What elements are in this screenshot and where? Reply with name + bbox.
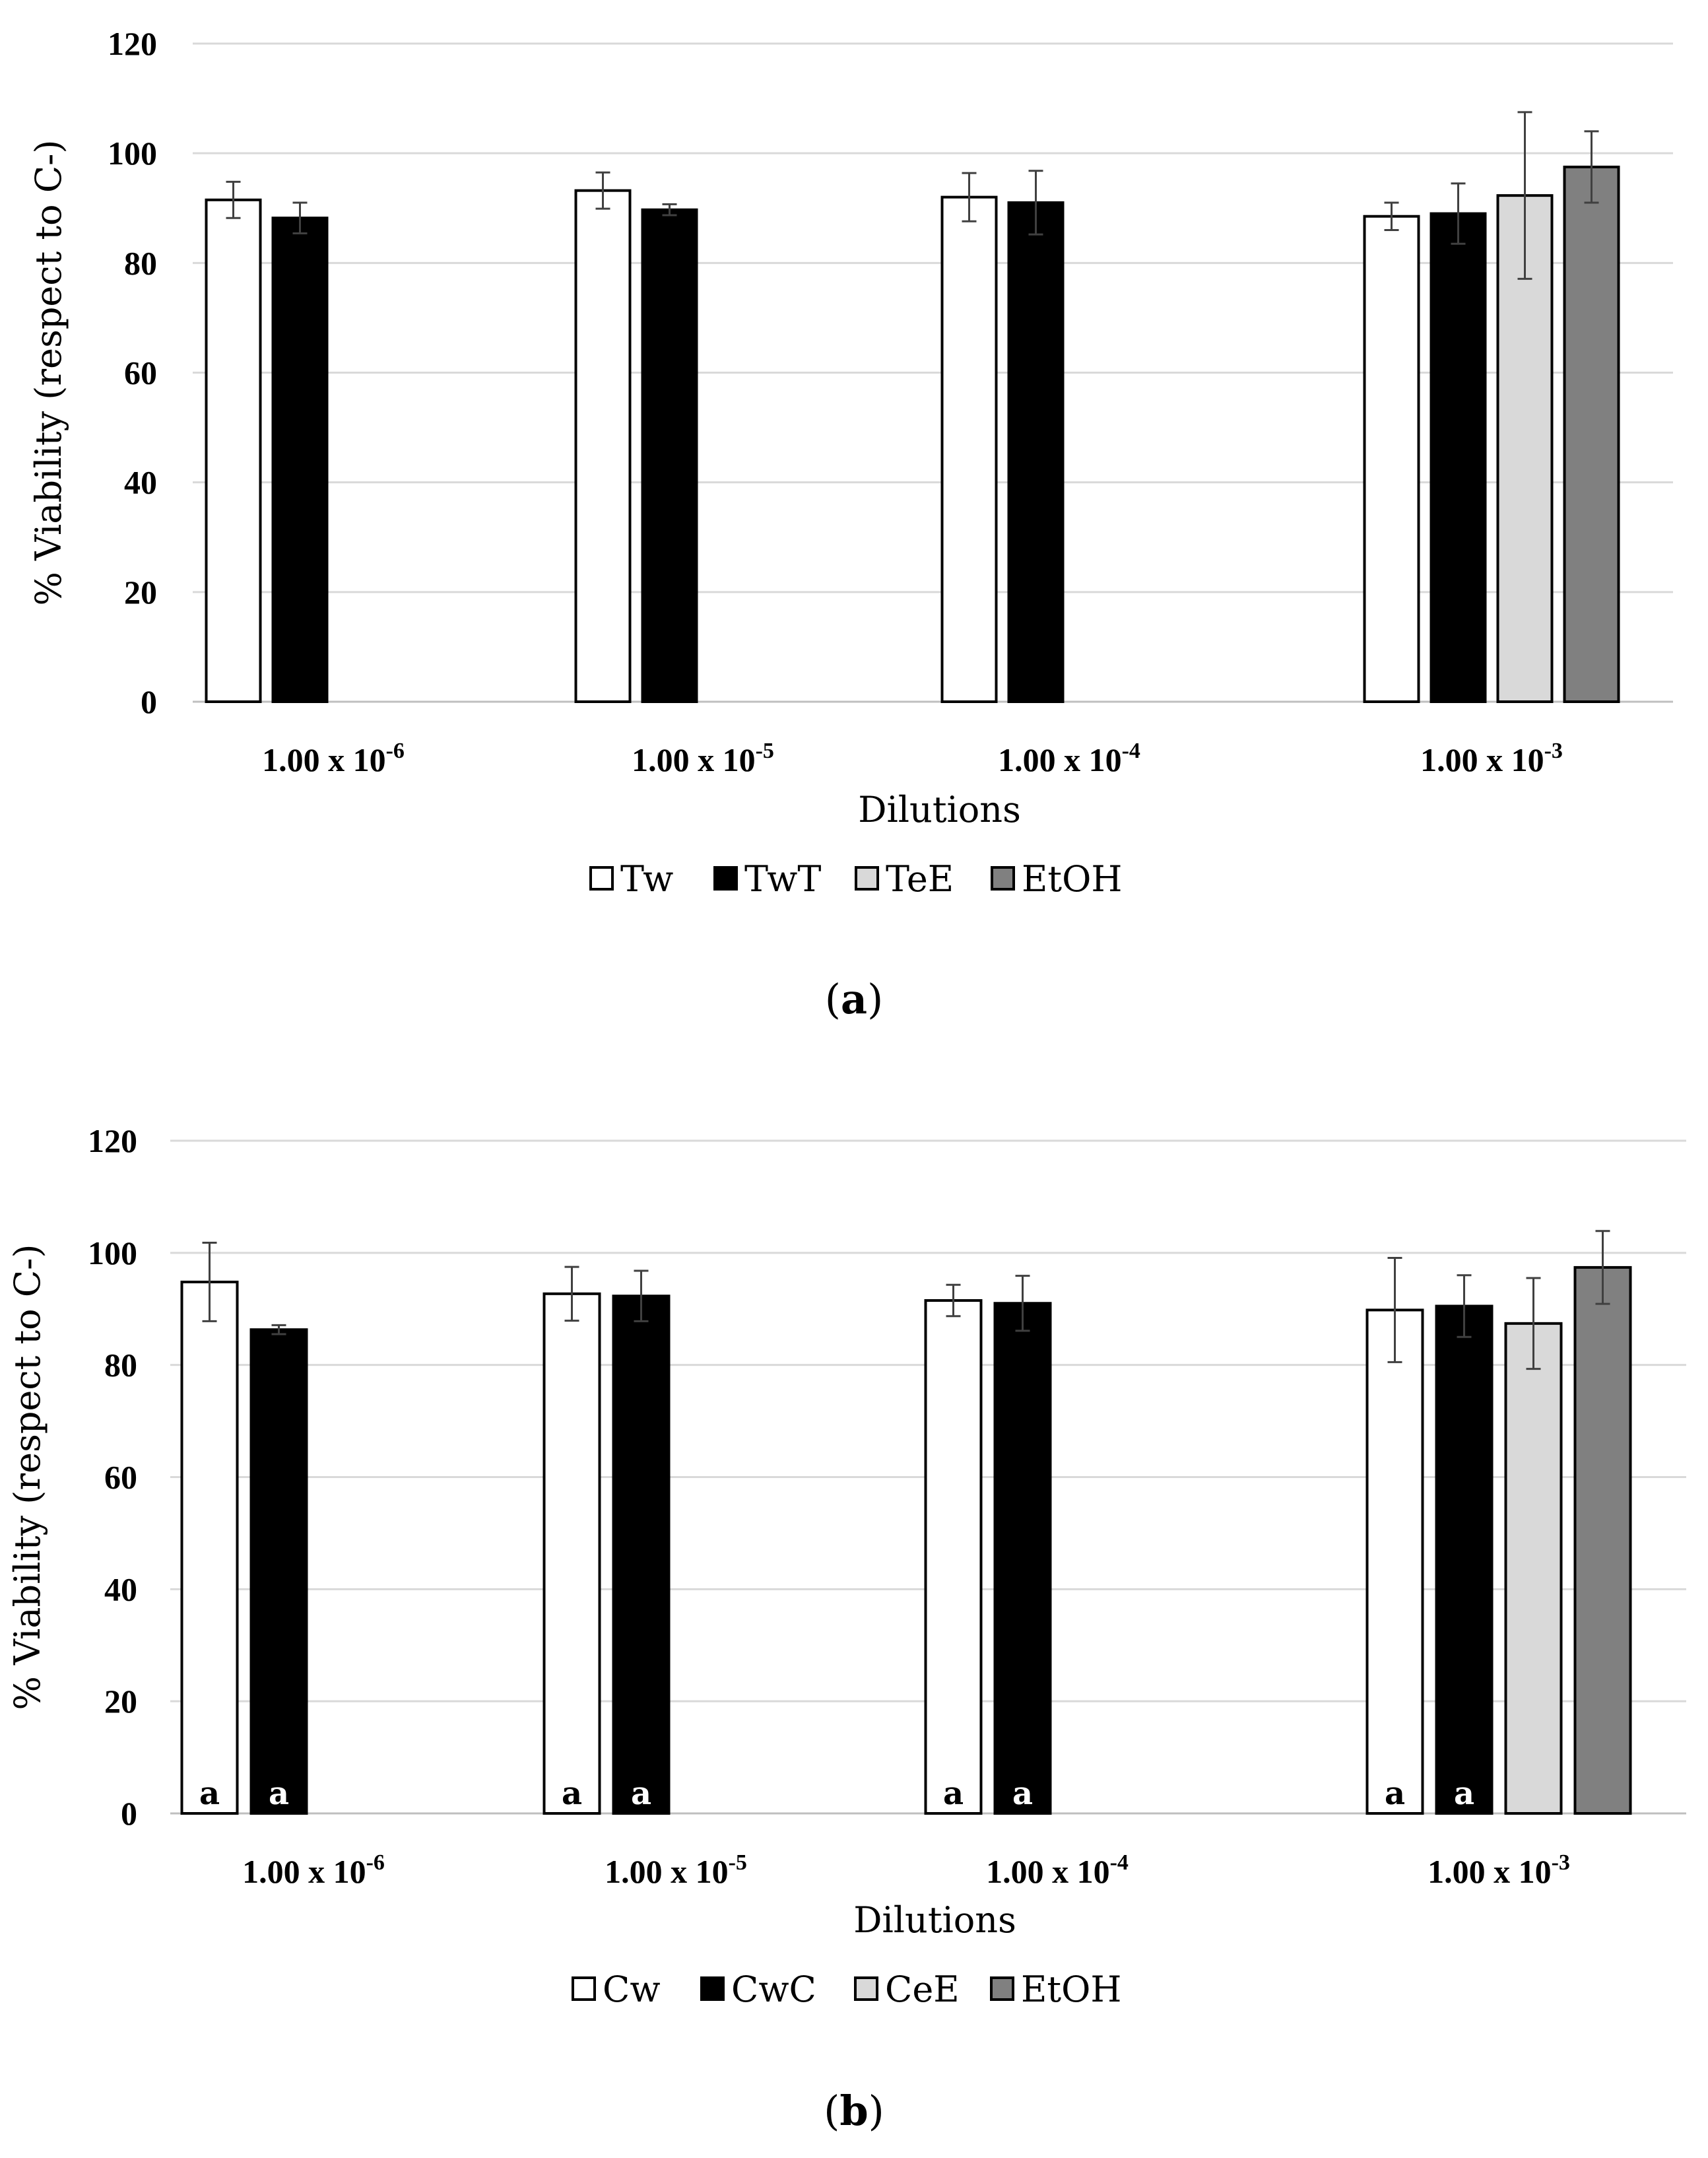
x-tick-label: 1.00 x 10-3 — [1420, 739, 1563, 778]
y-tick-label: 0 — [141, 683, 157, 720]
legend-label-twt: TwT — [744, 858, 821, 900]
bar-cwc — [612, 1295, 671, 1815]
legend-label-cee: CeE — [885, 1969, 960, 2010]
y-tick-label: 60 — [104, 1459, 137, 1496]
bar-twt — [641, 208, 698, 703]
bar-cwc — [249, 1328, 308, 1815]
bar-cw — [542, 1292, 601, 1815]
x-tick-label: 1.00 x 10-4 — [986, 1850, 1129, 1890]
x-tick-label: 1.00 x 10-5 — [605, 1850, 747, 1890]
bar-twt — [1429, 212, 1487, 703]
x-tick-label: 1.00 x 10-4 — [998, 739, 1140, 778]
y-tick-label: 40 — [124, 464, 157, 501]
legend-swatch-tw — [589, 866, 614, 891]
bar-tw — [940, 195, 998, 703]
legend: Cw CwC CeE EtOH — [572, 1969, 1121, 2010]
y-tick-label: 100 — [88, 1234, 137, 1271]
significance-letter: a — [199, 1775, 220, 1812]
panel-caption: (b) — [824, 2087, 884, 2135]
chart-panel-b: 0 20 40 60 80 100 120 % Viability (respect to C… — [0, 1079, 1708, 2158]
bar-cw — [924, 1299, 983, 1815]
legend-swatch-cwc — [700, 1976, 725, 2001]
bar-etoh — [1563, 165, 1620, 703]
panel-caption: (a) — [825, 975, 884, 1023]
y-tick-label: 80 — [124, 244, 157, 281]
bar-cw — [180, 1280, 239, 1815]
bar-tw — [1363, 215, 1420, 703]
y-tick-label: 120 — [88, 1122, 137, 1159]
legend-swatch-etoh — [990, 1976, 1014, 2001]
y-tick-label: 40 — [104, 1570, 137, 1607]
legend-swatch-tee — [855, 866, 879, 891]
legend-label-etoh: EtOH — [1022, 858, 1122, 900]
significance-letter: a — [269, 1775, 289, 1812]
y-tick-label: 20 — [124, 574, 157, 611]
chart-panel-a: 0 20 40 60 80 100 120 % Viability (respect to C… — [28, 25, 1673, 1023]
bar-cw — [1365, 1308, 1424, 1815]
bar-tw — [574, 189, 632, 703]
significance-letter: a — [1012, 1775, 1033, 1812]
significance-letter: a — [1385, 1775, 1405, 1812]
bar-cwc — [1435, 1304, 1494, 1815]
legend-swatch-etoh — [991, 866, 1015, 891]
significance-letter: a — [1454, 1775, 1474, 1812]
legend-swatch-twt — [713, 866, 738, 891]
y-axis-title: % Viability (respect to C-) — [28, 140, 69, 606]
x-tick-label: 1.00 x 10-3 — [1428, 1850, 1570, 1890]
y-tick-label: 100 — [108, 135, 157, 172]
y-axis-title: % Viability (respect to C-) — [7, 1244, 48, 1710]
bar-twt — [271, 217, 329, 703]
bar-tw — [205, 198, 262, 704]
legend-label-cw: Cw — [603, 1969, 661, 2010]
bar-cee — [1504, 1322, 1563, 1815]
x-axis-title: Dilutions — [853, 1899, 1016, 1941]
y-tick-label: 80 — [104, 1347, 137, 1384]
bar-chart-b: 0 20 40 60 80 100 120 % Viability (respect to C… — [7, 1122, 1686, 2135]
significance-letter: a — [943, 1775, 964, 1812]
bar-etoh — [1573, 1265, 1632, 1815]
x-tick-label: 1.00 x 10-6 — [262, 739, 405, 778]
legend-label-cwc: CwC — [731, 1969, 816, 2010]
x-tick-label: 1.00 x 10-6 — [242, 1850, 385, 1890]
bar-twt — [1007, 201, 1065, 704]
y-tick-label: 120 — [108, 25, 157, 62]
legend-swatch-cw — [572, 1976, 596, 2001]
y-tick-label: 20 — [104, 1683, 137, 1720]
significance-letter: a — [631, 1775, 651, 1812]
y-tick-label: 60 — [124, 354, 157, 391]
legend-label-tee: TeE — [886, 858, 954, 900]
legend: Tw TwT TeE EtOH — [589, 858, 1122, 900]
bar-cwc — [993, 1302, 1052, 1815]
x-tick-label: 1.00 x 10-5 — [632, 739, 774, 778]
bar-chart-a: 0 20 40 60 80 100 120 % Viability (respect to C… — [28, 25, 1673, 1023]
legend-swatch-cee — [854, 1976, 878, 2001]
legend-label-tw: Tw — [620, 858, 673, 900]
significance-letter: a — [562, 1775, 582, 1812]
legend-label-etoh: EtOH — [1021, 1969, 1121, 2010]
y-tick-label: 0 — [121, 1795, 137, 1832]
x-axis-title: Dilutions — [858, 789, 1021, 830]
